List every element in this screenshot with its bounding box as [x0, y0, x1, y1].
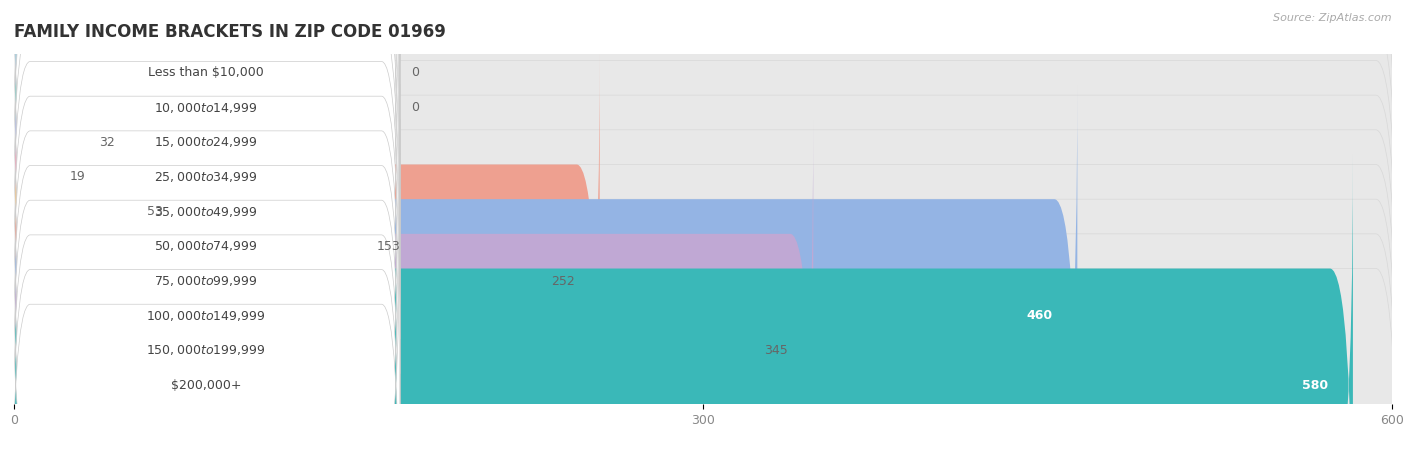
FancyBboxPatch shape [11, 15, 399, 408]
FancyBboxPatch shape [7, 155, 1399, 449]
Text: $50,000 to $74,999: $50,000 to $74,999 [155, 239, 257, 253]
FancyBboxPatch shape [7, 0, 1399, 303]
FancyBboxPatch shape [7, 51, 599, 449]
Text: $25,000 to $34,999: $25,000 to $34,999 [155, 170, 257, 184]
Text: 153: 153 [377, 240, 401, 253]
FancyBboxPatch shape [11, 119, 399, 449]
Text: 0: 0 [412, 66, 419, 79]
FancyBboxPatch shape [11, 0, 399, 339]
Text: 19: 19 [69, 171, 84, 184]
FancyBboxPatch shape [0, 0, 30, 303]
FancyBboxPatch shape [11, 189, 399, 449]
Text: $35,000 to $49,999: $35,000 to $49,999 [155, 205, 257, 219]
Text: 580: 580 [1302, 379, 1327, 392]
FancyBboxPatch shape [0, 0, 30, 338]
Text: Less than $10,000: Less than $10,000 [148, 66, 264, 79]
FancyBboxPatch shape [7, 16, 1399, 449]
FancyBboxPatch shape [14, 298, 1392, 333]
Text: $150,000 to $199,999: $150,000 to $199,999 [146, 343, 266, 357]
FancyBboxPatch shape [11, 84, 399, 449]
FancyBboxPatch shape [14, 333, 1392, 368]
Text: 345: 345 [765, 344, 787, 357]
FancyBboxPatch shape [7, 85, 1399, 449]
FancyBboxPatch shape [7, 16, 373, 449]
Text: $15,000 to $24,999: $15,000 to $24,999 [155, 135, 257, 150]
Text: 53: 53 [148, 205, 163, 218]
Text: 0: 0 [412, 101, 419, 114]
FancyBboxPatch shape [7, 0, 1399, 338]
FancyBboxPatch shape [14, 90, 1392, 125]
Text: $100,000 to $149,999: $100,000 to $149,999 [146, 308, 266, 323]
FancyBboxPatch shape [7, 0, 1399, 442]
FancyBboxPatch shape [7, 0, 1399, 373]
Text: 32: 32 [98, 136, 115, 149]
FancyBboxPatch shape [14, 125, 1392, 160]
FancyBboxPatch shape [7, 51, 1399, 449]
Text: $10,000 to $14,999: $10,000 to $14,999 [155, 101, 257, 114]
Text: Source: ZipAtlas.com: Source: ZipAtlas.com [1274, 13, 1392, 23]
Text: 252: 252 [551, 274, 575, 287]
Text: $200,000+: $200,000+ [170, 379, 240, 392]
FancyBboxPatch shape [7, 120, 1399, 449]
FancyBboxPatch shape [11, 0, 399, 304]
Text: FAMILY INCOME BRACKETS IN ZIP CODE 01969: FAMILY INCOME BRACKETS IN ZIP CODE 01969 [14, 23, 446, 41]
FancyBboxPatch shape [7, 0, 142, 442]
FancyBboxPatch shape [11, 154, 399, 449]
Text: 460: 460 [1026, 309, 1052, 322]
FancyBboxPatch shape [11, 50, 399, 443]
FancyBboxPatch shape [14, 194, 1392, 229]
FancyBboxPatch shape [7, 120, 813, 449]
FancyBboxPatch shape [14, 160, 1392, 194]
FancyBboxPatch shape [7, 85, 1077, 449]
FancyBboxPatch shape [14, 264, 1392, 298]
FancyBboxPatch shape [11, 0, 399, 374]
FancyBboxPatch shape [7, 0, 65, 407]
FancyBboxPatch shape [14, 56, 1392, 90]
FancyBboxPatch shape [7, 155, 1353, 449]
FancyBboxPatch shape [7, 0, 94, 373]
FancyBboxPatch shape [7, 0, 1399, 407]
FancyBboxPatch shape [11, 0, 399, 269]
FancyBboxPatch shape [14, 368, 1392, 402]
Text: $75,000 to $99,999: $75,000 to $99,999 [155, 274, 257, 288]
FancyBboxPatch shape [14, 229, 1392, 264]
